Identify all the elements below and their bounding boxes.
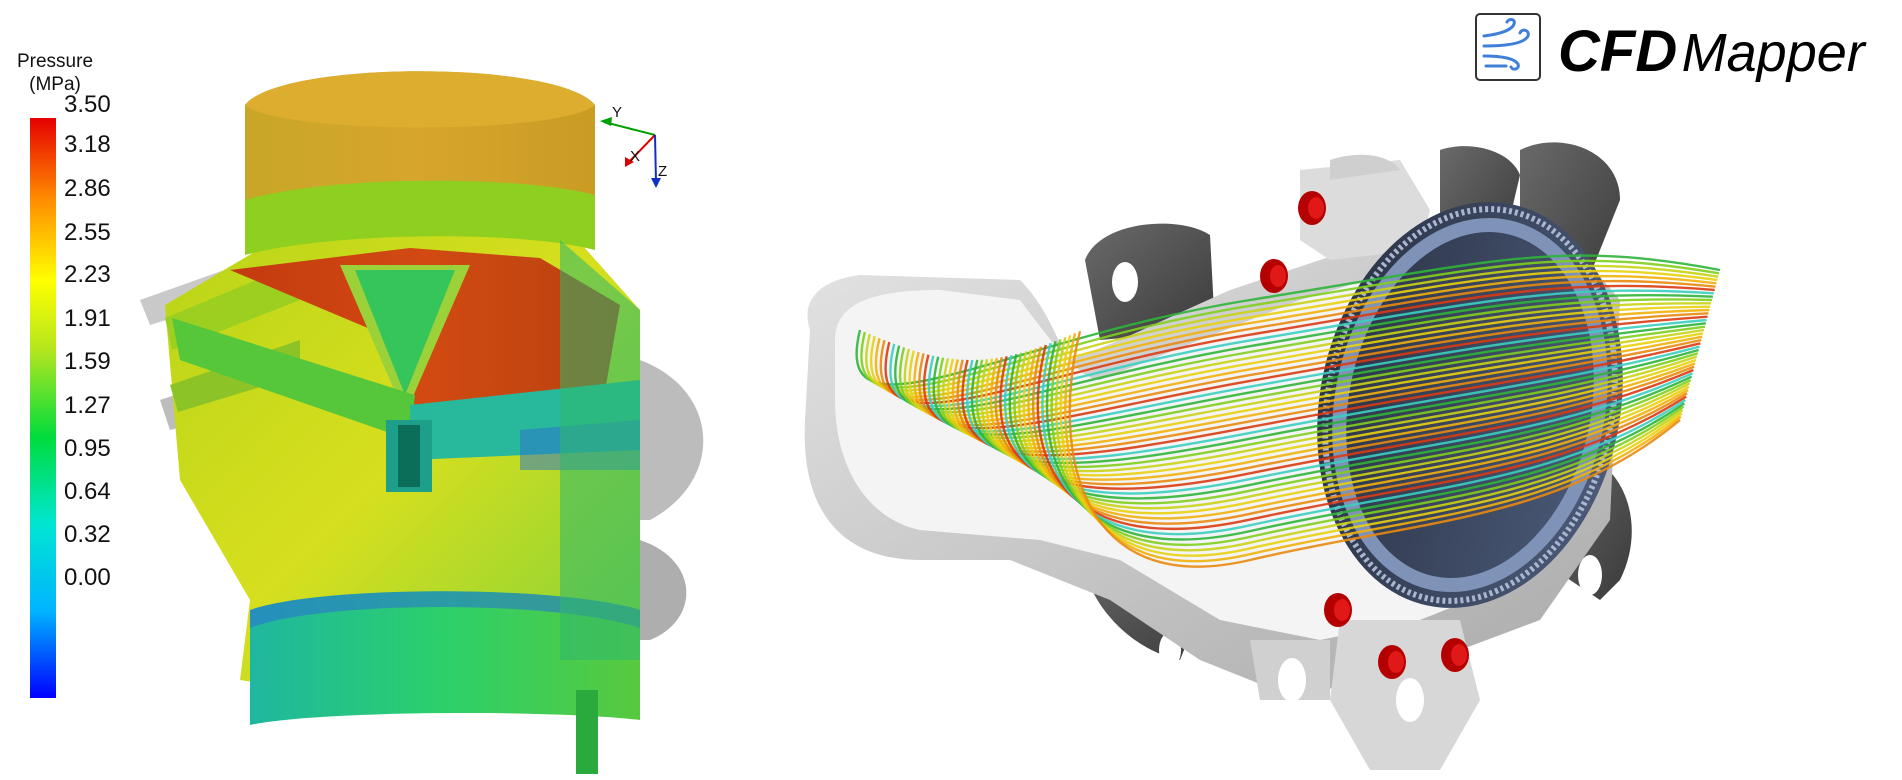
logo-wordmark: CFD Mapper (1558, 18, 1865, 85)
streamline (1064, 333, 1682, 563)
legend-tick: 3.18 (64, 131, 111, 158)
legend-tick: 1.59 (64, 348, 111, 375)
streamline (956, 338, 1702, 453)
legend-tick: 0.95 (64, 435, 111, 462)
legend-tick: 2.23 (64, 261, 111, 288)
streamline (1027, 348, 1689, 520)
streamline (999, 356, 1694, 490)
streamline (970, 348, 1699, 465)
legend-tick: 1.27 (64, 392, 111, 419)
legend-title: Pressure (MPa) (0, 50, 110, 96)
streamline (1054, 337, 1684, 552)
axis-y-label: Y (612, 104, 622, 121)
streamline (1059, 335, 1683, 557)
streamline (1050, 339, 1685, 547)
streamlines (855, 254, 1721, 568)
legend-title-line1: Pressure (16, 51, 94, 72)
logo-bold: CFD (1558, 19, 1678, 84)
streamline-cutaway-model (804, 142, 1721, 770)
streamline (1018, 351, 1691, 510)
legend-tick: 2.86 (64, 175, 111, 202)
streamline (980, 355, 1698, 473)
streamline (1003, 355, 1693, 495)
streamline (1036, 344, 1687, 530)
legend-colorbar (30, 118, 56, 698)
logo-regular: Mapper (1681, 23, 1865, 83)
streamline (1045, 341, 1686, 541)
streamline (951, 335, 1703, 450)
legend-tick: 0.32 (64, 521, 111, 548)
pressure-contour-model (140, 71, 704, 774)
bolt-group (1260, 191, 1469, 679)
streamline (989, 357, 1696, 481)
axis-triad: Y X Z (600, 104, 667, 188)
streamline (1022, 349, 1690, 515)
streamline (975, 352, 1699, 469)
streamline (1008, 353, 1693, 500)
streamline (1013, 352, 1692, 505)
legend-tick: 3.50 (64, 91, 111, 118)
axis-z-label: Z (658, 163, 667, 180)
legend-tick: 0.00 (64, 564, 111, 591)
wind-icon (1475, 13, 1541, 81)
streamline (1041, 342, 1686, 536)
streamline (1032, 346, 1688, 525)
axis-x-label: X (630, 148, 640, 165)
streamline (1068, 330, 1681, 568)
streamline (994, 357, 1695, 486)
legend-tick: 2.55 (64, 219, 111, 246)
legend-title-line2: (MPa) (29, 74, 81, 95)
legend-tick: 1.91 (64, 305, 111, 332)
streamline (961, 342, 1701, 457)
streamline (985, 358, 1697, 477)
legend-tick: 0.64 (64, 478, 111, 505)
streamline (966, 345, 1700, 461)
streamline (946, 332, 1704, 446)
